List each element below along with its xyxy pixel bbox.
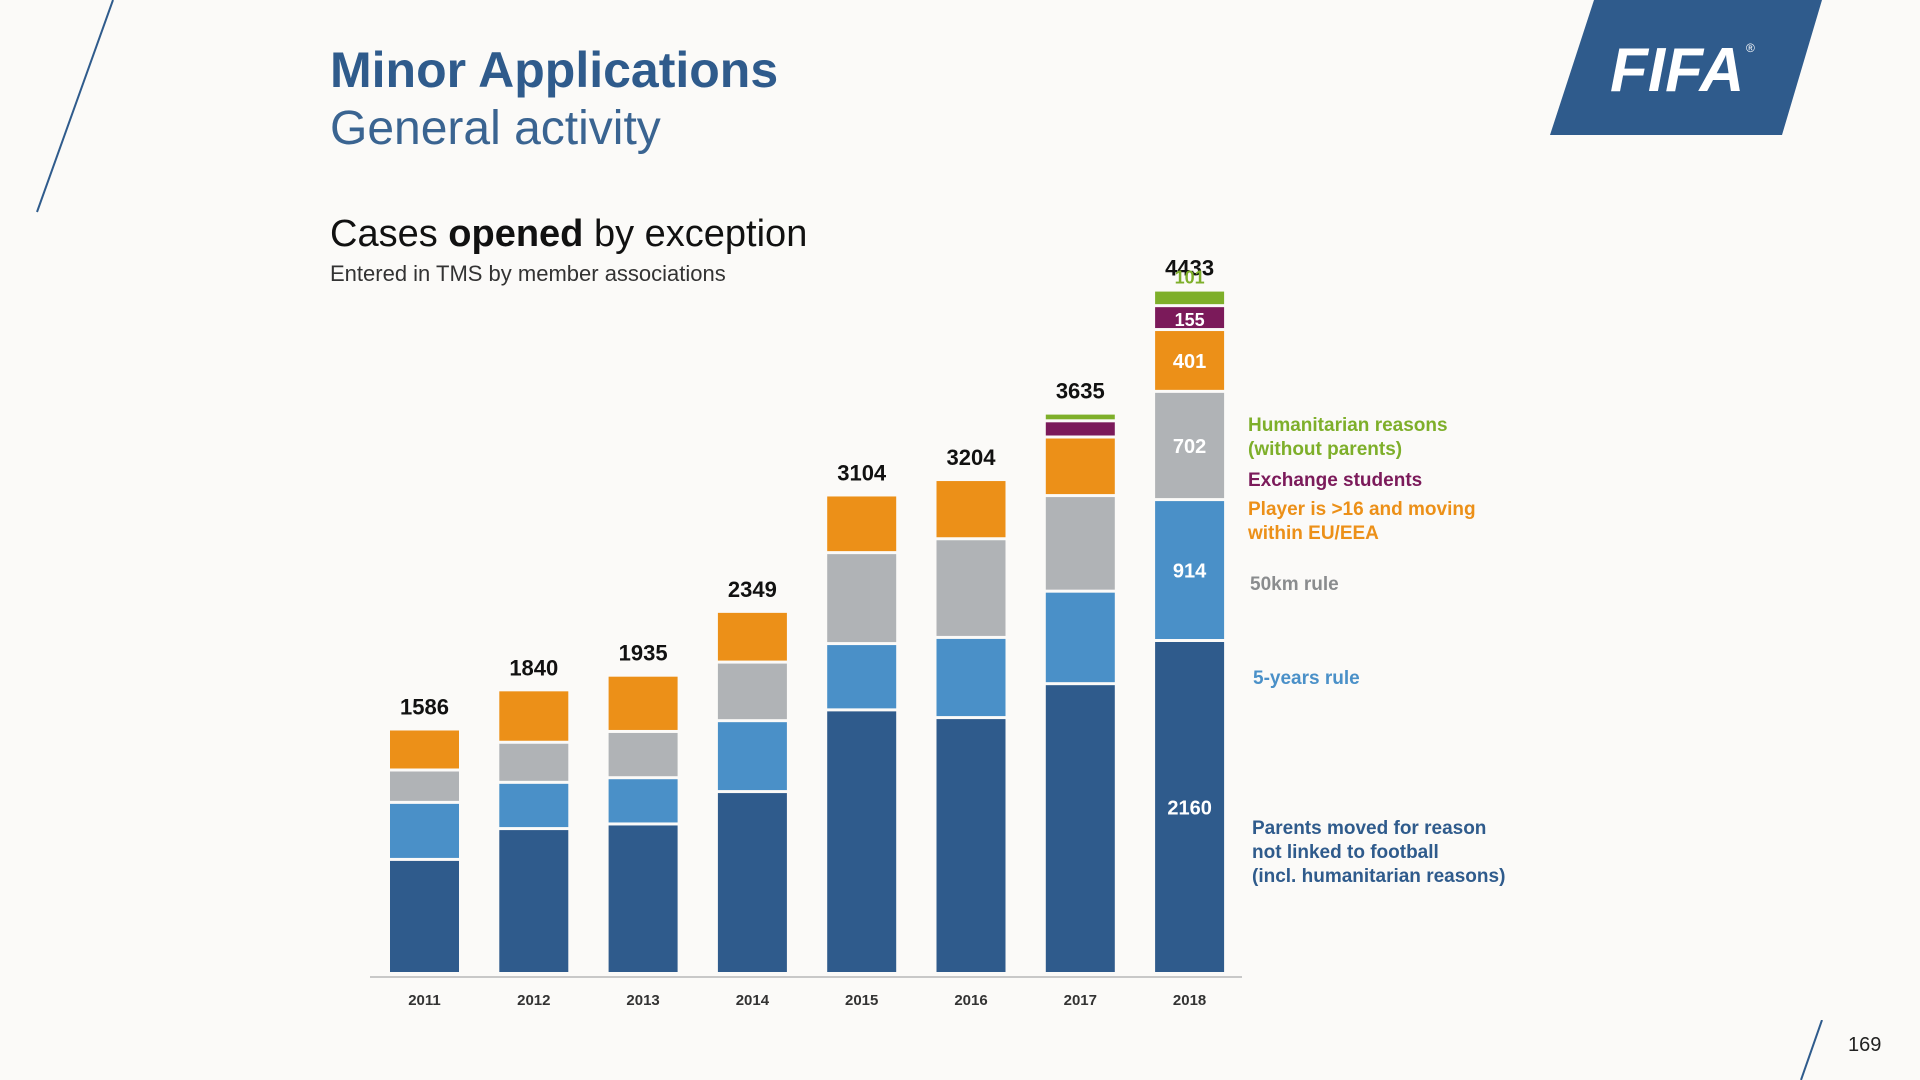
bar-fifty_km-2016 bbox=[936, 540, 1006, 636]
fifa-logo-registered-mark: ® bbox=[1746, 41, 1755, 55]
tick-label-2014: 2014 bbox=[736, 992, 770, 1009]
total-label-2011: 1586 bbox=[400, 694, 449, 719]
total-label-2017: 3635 bbox=[1056, 379, 1105, 404]
fifa-logo-shape bbox=[1550, 0, 1822, 135]
bar-five_years-2017 bbox=[1045, 592, 1115, 683]
total-label-2014: 2349 bbox=[728, 577, 777, 602]
total-label-2012: 1840 bbox=[509, 655, 558, 680]
bar-parents-2013 bbox=[608, 825, 678, 972]
chart-title-bold: opened bbox=[448, 213, 584, 255]
bar-five_years-2013 bbox=[608, 779, 678, 823]
segment-label-humanitarian-2018: 101 bbox=[1175, 268, 1205, 288]
total-label-2018: 4433 bbox=[1165, 256, 1214, 281]
segment-label-five_years-2018: 914 bbox=[1173, 561, 1207, 583]
total-label-2016: 3204 bbox=[947, 445, 997, 470]
chart-title-pre: Cases bbox=[330, 213, 449, 255]
total-label-2015: 3104 bbox=[837, 460, 887, 485]
bar-eu_eea-2017 bbox=[1045, 438, 1115, 495]
bar-eu_eea-2016 bbox=[936, 481, 1006, 538]
segment-label-exchange-2018: 155 bbox=[1175, 310, 1205, 330]
bar-fifty_km-2011 bbox=[390, 771, 459, 801]
bar-fifty_km-2014 bbox=[717, 663, 787, 720]
bar-fifty_km-2018 bbox=[1155, 392, 1225, 499]
tick-label-2012: 2012 bbox=[517, 992, 550, 1009]
bar-exchange-2018 bbox=[1155, 307, 1225, 329]
bar-parents-2017 bbox=[1045, 685, 1115, 972]
legend-eu_eea-line-1: Player is >16 and moving bbox=[1248, 499, 1476, 520]
chart-heading: Cases opened by exception Entered in TMS… bbox=[330, 210, 807, 288]
legend-parents-line-3: (incl. humanitarian reasons) bbox=[1252, 866, 1505, 887]
legend-parents-line-1: Parents moved for reason bbox=[1252, 818, 1486, 839]
decorative-slash-bottom-right bbox=[1800, 1020, 1823, 1080]
bar-parents-2018 bbox=[1155, 642, 1225, 972]
legend-exchange-line-1: Exchange students bbox=[1248, 470, 1422, 491]
chart-title-post: by exception bbox=[583, 213, 808, 255]
bar-parents-2014 bbox=[717, 793, 787, 972]
header: Minor Applications General activity bbox=[330, 40, 778, 158]
decorative-slash-top-left bbox=[36, 0, 114, 213]
segment-label-eu_eea-2018: 401 bbox=[1173, 351, 1206, 373]
bar-parents-2015 bbox=[827, 711, 897, 972]
total-label-2013: 1935 bbox=[619, 641, 668, 666]
tick-label-2015: 2015 bbox=[845, 992, 878, 1009]
bar-eu_eea-2014 bbox=[717, 612, 787, 661]
fifa-logo: FIFA ® bbox=[1550, 0, 1822, 135]
tick-label-2016: 2016 bbox=[954, 992, 987, 1009]
bar-fifty_km-2012 bbox=[499, 743, 569, 781]
bar-eu_eea-2012 bbox=[499, 691, 569, 741]
tick-label-2018: 2018 bbox=[1173, 992, 1206, 1009]
bar-humanitarian-2018 bbox=[1155, 291, 1225, 305]
bar-eu_eea-2018 bbox=[1155, 331, 1225, 390]
bar-parents-2012 bbox=[499, 830, 569, 972]
tick-label-2011: 2011 bbox=[408, 992, 441, 1009]
bar-eu_eea-2011 bbox=[390, 730, 459, 769]
bar-eu_eea-2015 bbox=[827, 496, 897, 552]
bar-five_years-2015 bbox=[827, 645, 897, 709]
legend-five_years-line-1: 5-years rule bbox=[1253, 668, 1360, 689]
legend-humanitarian-line-2: (without parents) bbox=[1248, 439, 1402, 460]
bar-fifty_km-2013 bbox=[608, 732, 678, 777]
chart-title: Cases opened by exception bbox=[330, 210, 807, 258]
bar-humanitarian-2017 bbox=[1045, 414, 1115, 420]
tick-label-2017: 2017 bbox=[1064, 992, 1097, 1009]
segment-label-fifty_km-2018: 702 bbox=[1173, 436, 1206, 458]
bar-parents-2011 bbox=[390, 860, 459, 972]
bar-five_years-2014 bbox=[717, 722, 787, 791]
segment-label-parents-2018: 2160 bbox=[1167, 798, 1212, 820]
fifa-logo-text: FIFA bbox=[1610, 36, 1744, 105]
bar-eu_eea-2013 bbox=[608, 676, 678, 730]
page-title: Minor Applications bbox=[330, 42, 779, 98]
bar-parents-2016 bbox=[936, 719, 1006, 972]
page-subtitle: General activity bbox=[330, 102, 661, 155]
legend-humanitarian-line-1: Humanitarian reasons bbox=[1248, 415, 1448, 436]
legend-eu_eea-line-2: within EU/EEA bbox=[1247, 523, 1379, 544]
bar-five_years-2012 bbox=[499, 783, 569, 828]
bar-fifty_km-2017 bbox=[1045, 497, 1115, 590]
bar-five_years-2011 bbox=[390, 803, 459, 858]
bar-five_years-2018 bbox=[1155, 501, 1225, 639]
bar-exchange-2017 bbox=[1045, 422, 1115, 436]
legend-parents-line-2: not linked to football bbox=[1252, 842, 1439, 863]
bar-five_years-2016 bbox=[936, 638, 1006, 717]
tick-label-2013: 2013 bbox=[626, 992, 659, 1009]
chart-subtitle: Entered in TMS by member associations bbox=[330, 261, 726, 286]
legend-fifty_km-line-1: 50km rule bbox=[1250, 574, 1339, 595]
bar-fifty_km-2015 bbox=[827, 554, 897, 643]
page-number: 169 bbox=[1848, 1034, 1882, 1056]
